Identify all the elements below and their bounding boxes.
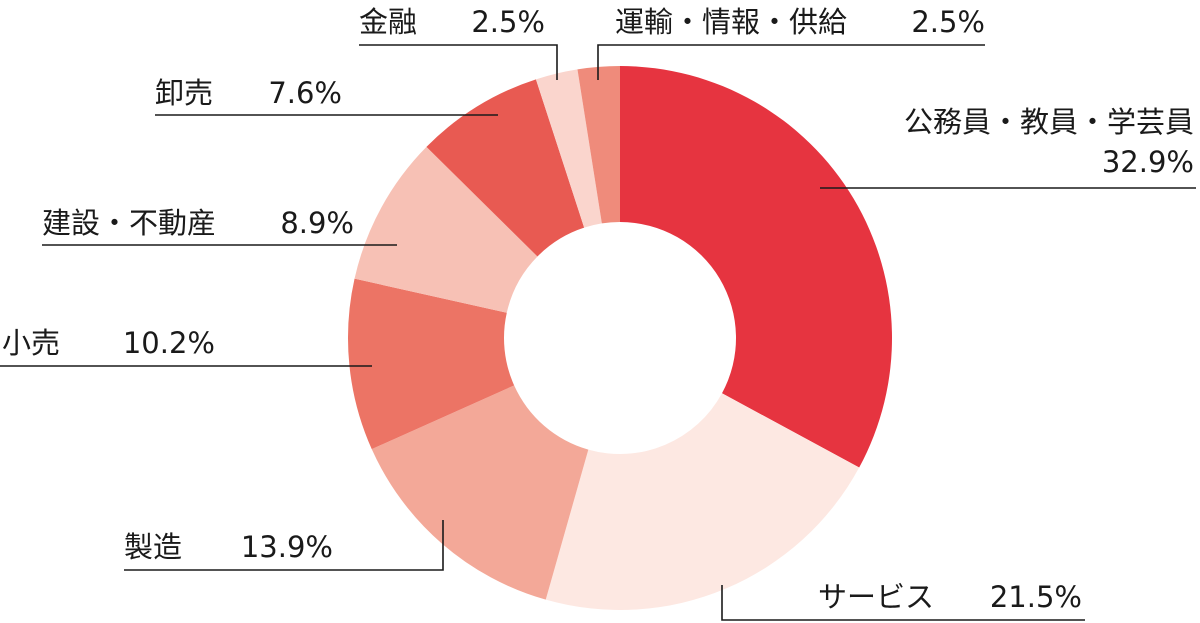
leader-line-manufacturing	[124, 520, 444, 571]
label-value-service: 21.5%	[990, 580, 1082, 614]
slice-public	[620, 66, 892, 468]
leader-line-finance	[359, 44, 558, 80]
label-name-public: 公務員・教員・学芸員	[904, 105, 1194, 139]
label-name-retail: 小売	[2, 326, 60, 360]
donut-slices	[348, 66, 892, 610]
label-value-construction: 8.9%	[280, 206, 354, 240]
slice-labels: 公務員・教員・学芸員 32.9% サービス 21.5% 製造 13.9% 小売 …	[2, 5, 1194, 614]
label-value-transport: 2.5%	[911, 5, 985, 39]
label-name-wholesale: 卸売	[155, 76, 213, 110]
label-value-manufacturing: 13.9%	[241, 530, 333, 564]
leader-line-transport	[597, 44, 985, 80]
slice-construction	[354, 146, 538, 313]
leader-lines	[0, 44, 1196, 621]
leader-line-service	[721, 585, 1085, 621]
label-name-service: サービス	[818, 580, 934, 614]
label-value-retail: 10.2%	[123, 326, 215, 360]
label-value-finance: 2.5%	[471, 5, 545, 39]
label-value-wholesale: 7.6%	[268, 76, 342, 110]
slice-manufacturing	[371, 385, 589, 600]
label-name-transport: 運輸・情報・供給	[615, 5, 847, 39]
label-value-public: 32.9%	[1102, 145, 1194, 179]
label-name-construction: 建設・不動産	[42, 206, 216, 240]
slice-finance	[535, 69, 602, 228]
slice-transport	[577, 66, 620, 224]
slice-retail	[348, 278, 515, 450]
label-name-manufacturing: 製造	[124, 530, 182, 564]
slice-service	[545, 393, 860, 610]
label-name-finance: 金融	[359, 5, 417, 39]
slice-wholesale	[426, 79, 585, 257]
